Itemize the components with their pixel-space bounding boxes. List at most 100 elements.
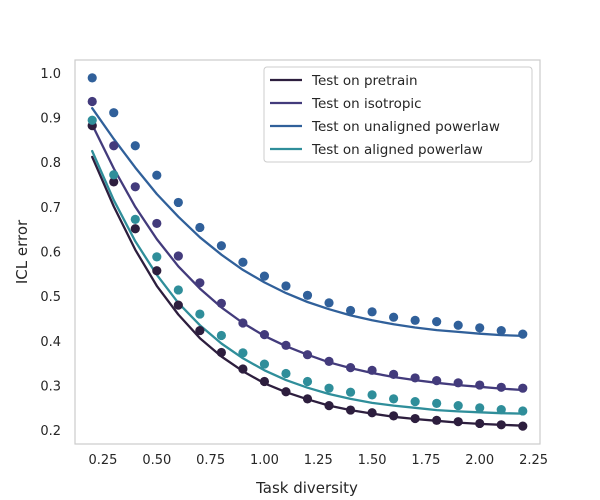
data-point	[109, 177, 119, 187]
data-point	[152, 266, 162, 276]
data-point	[281, 340, 291, 350]
data-point	[259, 359, 270, 369]
legend-label: Test on aligned powerlaw	[311, 142, 483, 158]
data-point	[302, 394, 313, 404]
data-point	[130, 182, 140, 192]
data-point	[173, 251, 183, 261]
data-point	[432, 317, 442, 327]
data-point	[410, 315, 420, 325]
data-point	[259, 330, 270, 340]
data-point	[130, 214, 140, 225]
data-point	[302, 290, 313, 300]
legend: Test on pretrain Test on isotropic Test on…	[263, 66, 533, 163]
y-tick-label: 0.6	[40, 246, 61, 261]
data-point	[475, 323, 485, 333]
data-point	[389, 411, 399, 421]
data-point	[238, 257, 248, 267]
data-point	[281, 368, 291, 379]
x-tick-label: 2.00	[465, 453, 494, 468]
data-point	[302, 350, 313, 360]
fit-line	[91, 107, 524, 338]
data-point	[453, 378, 463, 388]
legend-label: Test on unaligned powerlaw	[311, 119, 500, 135]
data-point	[367, 390, 377, 400]
x-tick-label: 1.75	[411, 453, 440, 468]
data-point	[496, 382, 506, 392]
y-tick-label: 0.5	[40, 290, 61, 305]
x-tick-label: 1.00	[250, 453, 279, 468]
data-point	[345, 387, 356, 397]
x-tick-label: 1.25	[304, 453, 333, 468]
legend-label: Test on pretrain	[311, 73, 418, 89]
data-point	[130, 224, 140, 234]
data-point	[152, 252, 162, 262]
data-point	[389, 369, 399, 379]
data-point	[281, 387, 291, 397]
data-point	[173, 197, 183, 208]
data-point	[195, 325, 205, 336]
data-point	[367, 408, 377, 418]
data-point	[518, 329, 528, 339]
data-point	[109, 141, 119, 151]
data-point	[152, 170, 162, 180]
data-point	[259, 376, 270, 387]
data-point	[87, 73, 97, 83]
data-point	[216, 241, 226, 251]
data-point	[345, 405, 356, 415]
data-point	[216, 298, 226, 308]
data-point	[475, 418, 485, 429]
data-point	[281, 281, 291, 291]
plot-frame	[74, 59, 541, 445]
data-point	[475, 403, 485, 413]
data-point	[410, 373, 420, 383]
data-point	[152, 218, 162, 229]
data-point	[518, 383, 528, 393]
x-tick-label: 0.25	[89, 453, 118, 468]
x-tick-label: 1.50	[358, 453, 387, 468]
data-points	[87, 73, 528, 431]
data-point	[389, 312, 399, 322]
data-point	[496, 325, 506, 336]
data-point	[410, 396, 420, 407]
data-point	[238, 318, 248, 328]
y-axis-ticks: 0.2 0.3 0.4 0.5 0.6 0.7 0.8 0.9 1.0	[40, 67, 61, 439]
data-point	[432, 375, 442, 386]
data-point	[87, 96, 97, 107]
data-point	[216, 347, 226, 358]
fit-line	[91, 149, 524, 415]
legend-label: Test on isotropic	[311, 96, 422, 112]
data-point	[238, 364, 248, 374]
y-axis-label: ICL error	[13, 219, 31, 284]
data-point	[195, 309, 205, 319]
x-tick-label: 0.50	[142, 453, 171, 468]
data-point	[432, 415, 442, 425]
y-tick-label: 0.7	[40, 201, 61, 216]
x-tick-label: 0.75	[196, 453, 225, 468]
data-point	[195, 222, 205, 233]
y-tick-label: 0.3	[40, 379, 61, 394]
data-point	[496, 405, 506, 415]
data-point	[367, 307, 377, 317]
y-tick-label: 0.4	[40, 335, 61, 350]
data-point	[324, 356, 334, 366]
data-point	[345, 363, 356, 373]
data-point	[216, 330, 226, 341]
data-point	[109, 170, 119, 180]
x-axis-label: Task diversity	[255, 479, 358, 497]
y-tick-label: 0.9	[40, 112, 61, 127]
data-point	[259, 271, 270, 281]
data-point	[345, 305, 356, 316]
data-point	[324, 401, 334, 411]
data-point	[173, 300, 183, 310]
data-point	[475, 380, 485, 390]
data-point	[453, 401, 463, 411]
data-point	[453, 320, 463, 330]
data-point	[195, 278, 205, 288]
legend-box	[263, 66, 533, 163]
data-point	[87, 115, 97, 125]
y-tick-label: 0.8	[40, 156, 61, 171]
y-tick-label: 1.0	[40, 67, 61, 82]
data-point	[324, 383, 334, 393]
data-point	[432, 398, 442, 408]
